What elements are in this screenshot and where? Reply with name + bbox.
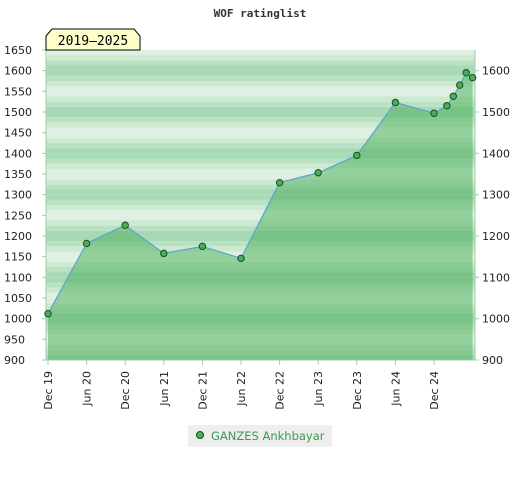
background-band (46, 101, 475, 107)
y-tick-label: 1000 (4, 313, 32, 326)
background-band (46, 75, 475, 81)
x-tick-label: Dec 21 (196, 371, 209, 410)
background-band (46, 91, 475, 97)
x-tick-label: Jun 23 (312, 371, 325, 407)
period-badge-label: 2019–2025 (58, 34, 128, 49)
y-tick-label: 1400 (482, 147, 510, 160)
background-band (46, 122, 475, 128)
x-tick-label: Dec 22 (274, 371, 287, 410)
background-band (46, 86, 475, 92)
x-tick-labels: Dec 19 Jun 20 Dec 20 Jun 21 Dec 21 Jun 22 Dec … (42, 360, 441, 410)
x-tick-label: Jun 24 (389, 371, 402, 407)
y-tick-label: 1600 (4, 65, 32, 78)
data-point (44, 310, 52, 318)
background-band (46, 184, 475, 190)
x-tick-label: Jun 20 (81, 371, 94, 407)
y-tick-label: 1550 (4, 85, 32, 98)
data-point (391, 98, 400, 107)
y-tick-label: 1600 (482, 65, 510, 78)
data-point (430, 109, 438, 117)
x-tick-label: Jun 22 (235, 371, 248, 407)
background-band (46, 215, 475, 221)
data-points (44, 69, 477, 318)
background-band (46, 50, 475, 56)
background-band (46, 137, 475, 143)
y-tick-label: 1300 (4, 189, 32, 202)
y-tick-label: 1050 (4, 292, 32, 305)
background-band (46, 189, 475, 195)
background-band (46, 65, 475, 71)
y-tick-label: 1500 (482, 106, 510, 119)
background-band (46, 60, 475, 66)
data-point (160, 249, 168, 258)
y-tick-label: 1100 (482, 271, 510, 284)
data-point (121, 221, 129, 229)
data-point (82, 239, 91, 248)
y-tick-label: 1000 (482, 313, 510, 326)
data-point (443, 102, 451, 110)
rating-area (48, 72, 473, 360)
rating-line (47, 71, 473, 314)
y-tick-label: 1150 (4, 251, 32, 264)
background-band (46, 148, 475, 154)
y-tick-label: 1300 (482, 189, 510, 202)
background-band (46, 127, 475, 133)
data-point (314, 169, 322, 177)
background-band (46, 132, 475, 138)
legend-marker-icon (196, 431, 204, 439)
period-badge: 2019–2025 (45, 28, 141, 51)
y-tick-labels-right: 900 1000 1100 1200 1300 1400 1500 1600 (475, 65, 510, 367)
data-point (462, 69, 470, 77)
background-band (46, 179, 475, 185)
background-band (46, 96, 475, 102)
x-tick-label: Jun 21 (158, 371, 171, 407)
y-tick-label: 1100 (4, 271, 32, 284)
background-band (46, 55, 475, 61)
y-tick-label: 950 (4, 333, 25, 346)
data-point (456, 81, 464, 89)
y-tick-label: 1350 (4, 168, 32, 181)
chart-title: WOF ratinglist (214, 7, 307, 20)
background-band (46, 158, 475, 164)
data-point (198, 242, 207, 251)
y-tick-label: 1250 (4, 209, 32, 222)
period-badge-box (45, 28, 141, 51)
y-tick-label: 900 (482, 354, 503, 367)
data-point (353, 151, 361, 160)
y-tick-label: 1500 (4, 106, 32, 119)
data-point (468, 73, 477, 82)
data-point (449, 92, 457, 100)
background-band (46, 163, 475, 169)
y-tick-label: 1400 (4, 147, 32, 160)
legend-series-label: GANZES Ankhbayar (211, 429, 325, 443)
background-band (46, 210, 475, 216)
legend: GANZES Ankhbayar (188, 425, 332, 447)
y-tick-label: 900 (4, 354, 25, 367)
x-tick-label: Dec 19 (42, 371, 55, 410)
background-band (46, 168, 475, 174)
x-tick-label: Dec 23 (351, 371, 364, 410)
x-tick-label: Dec 24 (428, 371, 441, 410)
background-band (46, 143, 475, 149)
y-tick-label: 1200 (482, 230, 510, 243)
y-tick-label: 1450 (4, 127, 32, 140)
background-band (46, 194, 475, 200)
x-tick-label: Dec 20 (119, 371, 132, 410)
background-band (46, 117, 475, 123)
background-band (46, 112, 475, 118)
data-point (237, 254, 245, 263)
background-band (46, 106, 475, 112)
y-tick-label: 1200 (4, 230, 32, 243)
y-tick-labels-left: 900 950 1000 1050 1100 1150 1200 1250 1300 1350 14… (4, 44, 46, 367)
background-band (46, 70, 475, 76)
background-band (46, 153, 475, 159)
background-band (46, 174, 475, 180)
y-tick-label: 1650 (4, 44, 32, 57)
background-band (46, 205, 475, 211)
data-point (275, 178, 284, 187)
background-band (46, 199, 475, 205)
background-band (46, 81, 475, 87)
